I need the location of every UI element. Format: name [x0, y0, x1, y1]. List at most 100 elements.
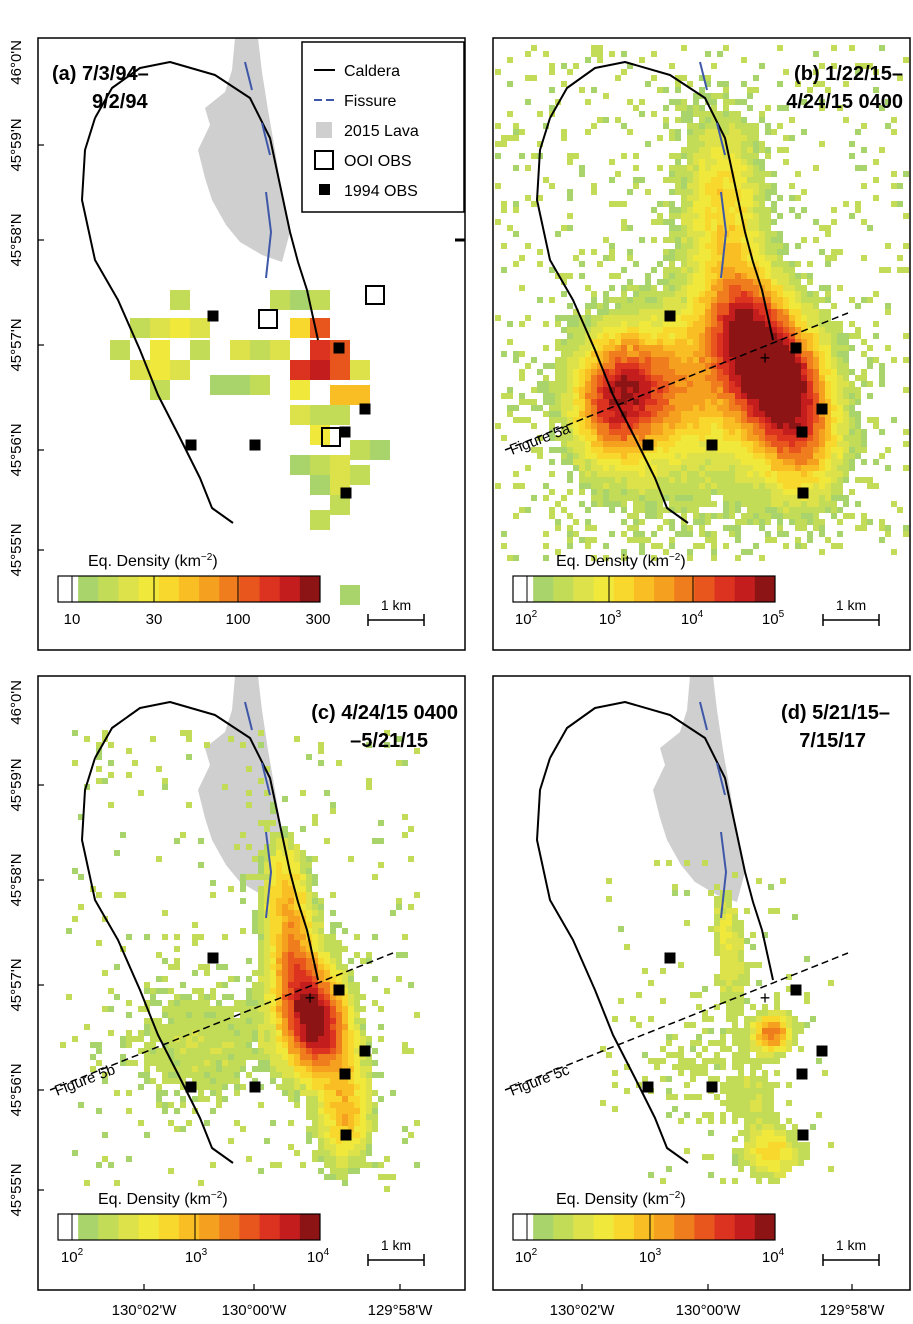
- density-cell: [681, 459, 687, 465]
- density-cell: [366, 742, 372, 748]
- density-cell: [348, 1156, 354, 1162]
- density-cell: [669, 393, 675, 399]
- density-cell: [300, 922, 306, 928]
- density-cell: [672, 890, 678, 896]
- density-cell: [270, 290, 290, 310]
- density-cell: [282, 1024, 288, 1030]
- density-cell: [717, 111, 723, 117]
- density-cell: [681, 411, 687, 417]
- density-cell: [348, 982, 354, 988]
- density-cell: [768, 1118, 774, 1124]
- density-cell: [873, 357, 879, 363]
- density-cell: [639, 357, 645, 363]
- density-cell: [783, 405, 789, 411]
- density-cell: [759, 489, 765, 495]
- density-cell: [825, 387, 831, 393]
- density-cell: [609, 447, 615, 453]
- density-cell: [126, 1000, 132, 1006]
- density-cell: [687, 159, 693, 165]
- density-cell: [681, 429, 687, 435]
- density-cell: [168, 1054, 174, 1060]
- density-cell: [555, 519, 561, 525]
- density-cell: [276, 1006, 282, 1012]
- density-cell: [768, 1142, 774, 1148]
- density-cell: [693, 405, 699, 411]
- density-cell: [567, 453, 573, 459]
- density-cell: [282, 970, 288, 976]
- density-cell: [891, 117, 897, 123]
- density-cell: [729, 285, 735, 291]
- density-cell: [687, 393, 693, 399]
- density-cell: [633, 285, 639, 291]
- density-cell: [210, 1012, 216, 1018]
- density-cell: [729, 483, 735, 489]
- density-cell: [669, 231, 675, 237]
- density-cell: [660, 998, 666, 1004]
- density-cell: [711, 291, 717, 297]
- density-cell: [300, 964, 306, 970]
- density-cell: [753, 513, 759, 519]
- density-cell: [354, 1150, 360, 1156]
- density-cell: [366, 952, 372, 958]
- density-cell: [744, 1034, 750, 1040]
- density-cell: [729, 273, 735, 279]
- density-cell: [561, 291, 567, 297]
- density-cell: [795, 243, 801, 249]
- density-cell: [501, 135, 507, 141]
- density-cell: [627, 129, 633, 135]
- density-cell: [264, 934, 270, 940]
- density-cell: [396, 952, 402, 958]
- density-cell: [711, 213, 717, 219]
- density-cell: [732, 1106, 738, 1112]
- density-cell: [288, 994, 294, 1000]
- density-cell: [639, 519, 645, 525]
- density-cell: [348, 1162, 354, 1168]
- density-cell: [780, 1166, 786, 1172]
- density-cell: [609, 531, 615, 537]
- density-cell: [801, 339, 807, 345]
- density-cell: [72, 760, 78, 766]
- density-cell: [705, 513, 711, 519]
- density-cell: [639, 471, 645, 477]
- density-cell: [795, 195, 801, 201]
- density-cell: [711, 471, 717, 477]
- density-cell: [678, 1052, 684, 1058]
- density-cell: [216, 1024, 222, 1030]
- density-cell: [312, 916, 318, 922]
- density-cell: [96, 892, 102, 898]
- density-cell: [741, 237, 747, 243]
- density-cell: [360, 1096, 366, 1102]
- density-cell: [771, 315, 777, 321]
- density-cell: [168, 1036, 174, 1042]
- density-cell: [753, 261, 759, 267]
- density-cell: [192, 1066, 198, 1072]
- density-cell: [825, 375, 831, 381]
- density-cell: [621, 483, 627, 489]
- density-cell: [519, 129, 525, 135]
- density-cell: [780, 1052, 786, 1058]
- density-cell: [744, 1130, 750, 1136]
- density-cell: [801, 315, 807, 321]
- density-cell: [270, 1066, 276, 1072]
- density-cell: [741, 387, 747, 393]
- density-cell: [783, 369, 789, 375]
- density-cell: [222, 1048, 228, 1054]
- density-cell: [348, 1036, 354, 1042]
- density-cell: [753, 345, 759, 351]
- density-cell: [549, 507, 555, 513]
- density-cell: [747, 489, 753, 495]
- density-cell: [696, 1064, 702, 1070]
- density-cell: [633, 303, 639, 309]
- colorbar: Eq. Density (km−2) 102 103 104 105: [512, 552, 785, 628]
- density-cell: [807, 495, 813, 501]
- obs-1994-marker: [706, 1081, 718, 1093]
- density-cell: [780, 1022, 786, 1028]
- density-cell: [270, 880, 276, 886]
- density-cell: [519, 417, 525, 423]
- density-cell: [180, 1012, 186, 1018]
- density-cell: [342, 1174, 348, 1180]
- density-cell: [330, 495, 350, 515]
- density-cell: [633, 315, 639, 321]
- density-cell: [813, 303, 819, 309]
- density-cell: [354, 1012, 360, 1018]
